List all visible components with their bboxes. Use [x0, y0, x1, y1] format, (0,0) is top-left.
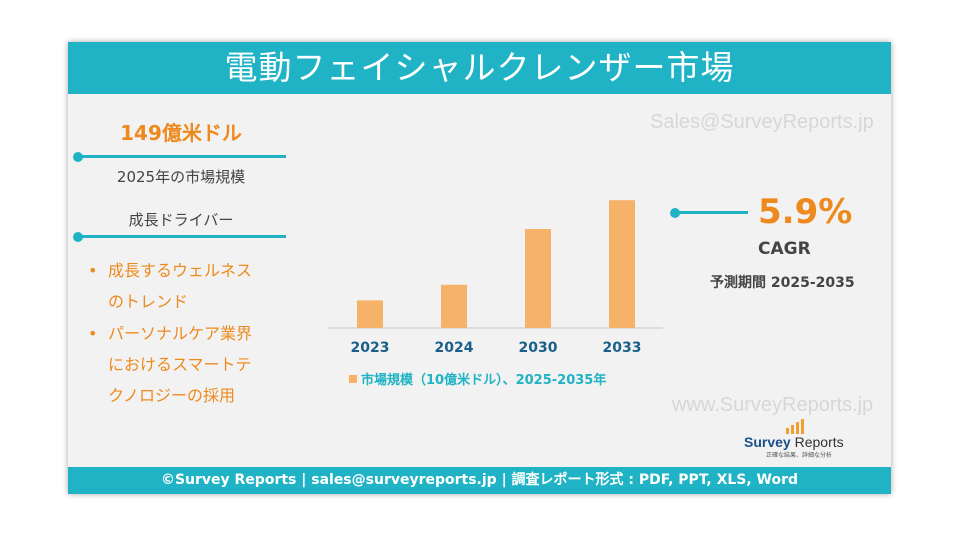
infographic-card: 電動フェイシャルクレンザー市場 Sales@SurveyReports.jp w…: [68, 42, 891, 494]
driver-text: クノロジーの採用: [108, 386, 236, 405]
footer: ©Survey Reports | sales@surveyreports.jp…: [68, 467, 891, 494]
bar-2023: [357, 300, 383, 328]
driver-item: • 成長するウェルネス のトレンド: [88, 261, 253, 311]
x-tick-label: 2023: [351, 340, 390, 356]
page-title: 電動フェイシャルクレンザー市場: [68, 42, 891, 94]
legend-swatch: [349, 375, 357, 383]
logo-name: Survey Reports: [744, 434, 844, 450]
bar-2030: [525, 229, 551, 328]
x-tick-label: 2030: [519, 340, 558, 356]
driver-text: 成長するウェルネス: [108, 261, 253, 280]
driver-item: • パーソナルケア業界 におけるスマートテ クノロジーの採用: [88, 324, 253, 405]
x-tick-label: 2033: [603, 340, 642, 356]
bar-chart: 2023 2024 2030 2033 市場規模（10億米ドル）、2025-2035年: [328, 200, 663, 388]
divider-line: [78, 235, 286, 238]
x-tick-label: 2024: [435, 340, 474, 356]
logo-bars-icon: [786, 419, 804, 434]
market-value-label: 2025年の市場規模: [116, 168, 246, 186]
cagr-line: [675, 211, 748, 214]
bar-2033: [609, 200, 635, 328]
drivers-heading: 成長ドライバー: [128, 211, 234, 229]
watermark-website: www.SurveyReports.jp: [672, 394, 874, 416]
cagr-value: 5.9%: [758, 192, 853, 232]
divider-line: [78, 155, 286, 158]
cagr-label: CAGR: [758, 239, 811, 259]
survey-reports-logo: Survey Reports 正確な結果、詳細な分析: [744, 418, 854, 459]
bar-2024: [441, 284, 467, 328]
watermark-email: Sales@SurveyReports.jp: [650, 111, 874, 133]
legend-label: 市場規模（10億米ドル）、2025-2035年: [361, 372, 606, 388]
driver-text: のトレンド: [108, 292, 189, 311]
logo-tagline: 正確な結果、詳細な分析: [765, 452, 832, 459]
drivers-list: • 成長するウェルネス のトレンド • パーソナルケア業界 におけるスマートテ …: [86, 255, 286, 412]
driver-text: におけるスマートテ: [108, 355, 252, 374]
market-value: 149億米ドル: [120, 121, 242, 145]
driver-text: パーソナルケア業界: [108, 324, 253, 343]
forecast-period: 予測期間 2025-2035: [710, 275, 855, 291]
